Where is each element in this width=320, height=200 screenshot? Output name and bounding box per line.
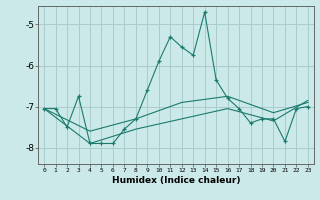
X-axis label: Humidex (Indice chaleur): Humidex (Indice chaleur) (112, 176, 240, 185)
